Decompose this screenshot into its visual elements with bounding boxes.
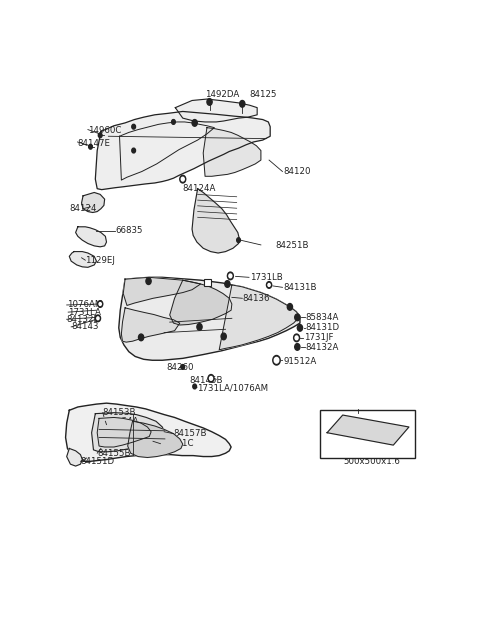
Text: 1076AM: 1076AM (67, 300, 102, 310)
Polygon shape (170, 280, 232, 325)
Polygon shape (175, 99, 257, 122)
Circle shape (181, 365, 185, 370)
Text: 84124A: 84124A (183, 184, 216, 193)
Circle shape (297, 324, 302, 331)
Text: 84151-33A00: 84151-33A00 (338, 410, 397, 420)
Polygon shape (121, 308, 180, 342)
Circle shape (132, 124, 135, 129)
Text: 91512A: 91512A (283, 357, 316, 366)
Circle shape (221, 333, 226, 340)
Text: 84136: 84136 (242, 294, 270, 303)
Circle shape (225, 280, 230, 287)
Polygon shape (97, 417, 151, 447)
Circle shape (210, 376, 213, 380)
Polygon shape (327, 415, 409, 445)
Circle shape (207, 98, 212, 105)
Text: 84251B: 84251B (276, 241, 309, 250)
Polygon shape (66, 403, 231, 461)
Circle shape (294, 334, 300, 342)
Circle shape (146, 278, 151, 285)
Text: 84124: 84124 (69, 204, 97, 213)
Circle shape (99, 303, 101, 305)
Circle shape (240, 100, 245, 107)
Circle shape (229, 274, 232, 278)
Text: 84131D: 84131D (305, 323, 340, 332)
Circle shape (193, 384, 196, 389)
Text: 84154A: 84154A (106, 417, 139, 426)
Circle shape (180, 175, 186, 183)
Text: 14960C: 14960C (88, 126, 121, 135)
Text: 500x500x1.6: 500x500x1.6 (344, 457, 400, 466)
Text: 84147E: 84147E (77, 139, 110, 148)
Circle shape (274, 357, 279, 363)
Polygon shape (192, 189, 240, 253)
Circle shape (97, 301, 103, 308)
Polygon shape (92, 413, 165, 452)
Circle shape (97, 317, 99, 320)
Circle shape (295, 344, 300, 350)
Polygon shape (128, 422, 183, 457)
Bar (321, 410, 415, 458)
Polygon shape (76, 227, 107, 247)
Circle shape (96, 315, 100, 322)
Text: 1731LB: 1731LB (250, 274, 282, 282)
Circle shape (197, 324, 202, 330)
Polygon shape (123, 277, 201, 305)
Circle shape (139, 334, 144, 340)
Text: 84151D: 84151D (81, 457, 115, 466)
Text: 84161C: 84161C (160, 439, 194, 448)
Text: 84131B: 84131B (283, 284, 317, 292)
Polygon shape (119, 277, 300, 360)
Text: 84260: 84260 (166, 363, 193, 373)
Text: 66835: 66835 (115, 226, 143, 235)
Polygon shape (67, 448, 83, 466)
Text: 84155B: 84155B (97, 449, 131, 457)
Text: 84120: 84120 (283, 168, 311, 176)
Circle shape (295, 314, 300, 321)
Circle shape (89, 144, 92, 149)
Circle shape (288, 303, 292, 310)
Polygon shape (219, 285, 300, 350)
Polygon shape (69, 251, 96, 267)
Circle shape (171, 119, 175, 124)
Text: 84143: 84143 (71, 322, 99, 331)
Text: 84157B: 84157B (173, 429, 207, 438)
Text: 84153B: 84153B (103, 408, 136, 417)
Text: 1731LA/1076AM: 1731LA/1076AM (197, 384, 268, 393)
Circle shape (181, 177, 184, 181)
Text: 84145B: 84145B (190, 376, 223, 385)
Text: 1492DA: 1492DA (205, 90, 240, 99)
Circle shape (208, 374, 214, 382)
Circle shape (266, 282, 272, 288)
Text: 84132A: 84132A (305, 343, 339, 352)
Text: 84132B: 84132B (67, 315, 100, 324)
Text: 84125: 84125 (250, 90, 277, 99)
Polygon shape (96, 111, 270, 189)
Circle shape (237, 238, 240, 243)
Circle shape (273, 355, 280, 365)
Circle shape (132, 148, 135, 153)
Bar (204, 279, 211, 287)
Text: 1731LA: 1731LA (68, 308, 101, 316)
Circle shape (295, 336, 298, 340)
Circle shape (192, 119, 197, 126)
Circle shape (98, 133, 102, 137)
Circle shape (268, 284, 270, 287)
Text: 1731JF: 1731JF (304, 334, 333, 342)
Text: 85834A: 85834A (305, 313, 339, 322)
Circle shape (228, 272, 233, 280)
Polygon shape (203, 128, 261, 176)
Text: 1129EJ: 1129EJ (85, 256, 115, 265)
Polygon shape (82, 193, 105, 212)
